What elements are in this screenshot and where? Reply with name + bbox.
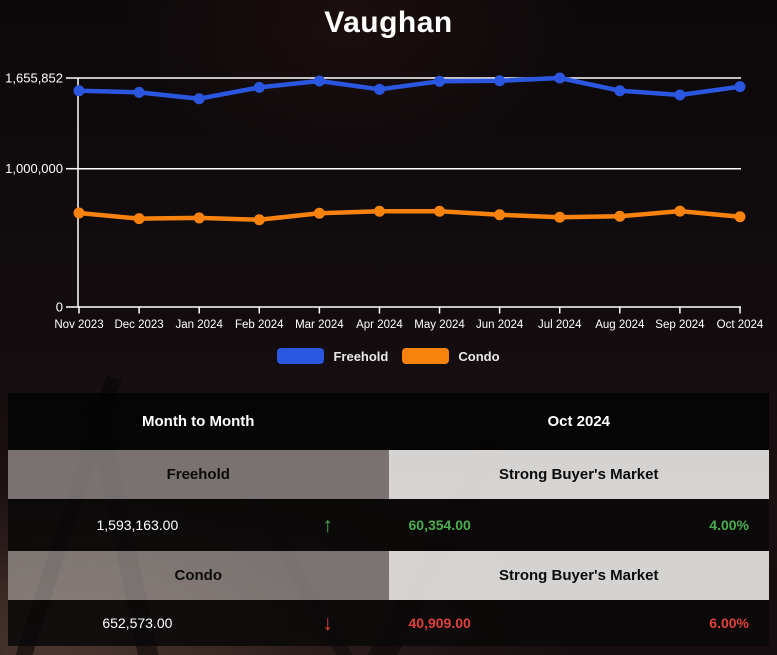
market-summary-table: Month to Month Oct 2024 Freehold Strong … — [8, 393, 769, 646]
point-freehold — [734, 81, 746, 93]
x-tick-label: Dec 2023 — [114, 319, 163, 331]
point-condo — [554, 211, 566, 223]
header-month-to-month: Month to Month — [142, 413, 255, 430]
point-condo — [494, 209, 506, 221]
page-title: Vaughan — [324, 6, 453, 39]
point-freehold — [674, 89, 686, 101]
freehold-data-row: 1,593,163.00 ↑ 60,354.00 4.00% — [8, 499, 769, 551]
legend-label: Condo — [458, 348, 500, 364]
point-condo — [373, 205, 385, 217]
legend-item-freehold[interactable]: Freehold — [277, 348, 388, 364]
x-tick-label: Sep 2024 — [655, 319, 705, 331]
point-condo — [253, 214, 265, 226]
condo-price: 652,573.00 — [102, 615, 173, 631]
legend-item-condo[interactable]: Condo — [402, 348, 500, 364]
point-freehold — [313, 75, 325, 87]
x-tick-label: Apr 2024 — [356, 319, 403, 331]
condo-label: Condo — [8, 551, 389, 600]
x-tick-label: Mar 2024 — [295, 319, 344, 331]
x-tick-label: Jun 2024 — [476, 319, 524, 331]
trend-up-icon: ↑ — [322, 513, 333, 537]
condo-change-amount: 40,909.00 — [408, 615, 471, 631]
point-condo — [734, 211, 746, 223]
condo-swatch — [402, 348, 450, 364]
point-freehold — [614, 85, 626, 97]
condo-market-status: Strong Buyer's Market — [388, 551, 769, 600]
point-condo — [313, 207, 325, 219]
point-condo — [614, 210, 626, 222]
condo-change-percent: 6.00% — [709, 615, 749, 631]
freehold-label: Freehold — [8, 450, 389, 499]
trend-down-icon: ↓ — [322, 611, 333, 635]
freehold-change-percent: 4.00% — [709, 517, 749, 533]
point-freehold — [434, 75, 446, 87]
point-condo — [674, 205, 686, 217]
x-tick-label: Nov 2023 — [54, 319, 103, 331]
x-tick-label: Jul 2024 — [538, 319, 582, 331]
point-condo — [73, 207, 85, 219]
line-series-condo — [76, 208, 743, 222]
chart-legend: Freehold Condo — [0, 346, 777, 366]
header-current-month: Oct 2024 — [547, 413, 611, 430]
point-freehold — [253, 81, 265, 93]
x-tick-label: May 2024 — [414, 319, 465, 331]
point-freehold — [494, 75, 506, 87]
point-freehold — [133, 86, 145, 98]
point-condo — [434, 205, 446, 217]
point-condo — [193, 212, 205, 224]
point-freehold — [73, 85, 85, 97]
freehold-change-amount: 60,354.00 — [408, 517, 471, 533]
price-trend-chart: 0 1,000,000 1,655,852 Nov 2023 Dec 2023 Jan 2… — [5, 71, 764, 332]
condo-data-row: 652,573.00 ↓ 40,909.00 6.00% — [8, 600, 769, 646]
table-header-row: Month to Month Oct 2024 — [8, 393, 769, 450]
freehold-label-row: Freehold Strong Buyer's Market — [8, 450, 769, 499]
freehold-price: 1,593,163.00 — [96, 517, 179, 533]
freehold-market-status: Strong Buyer's Market — [388, 450, 769, 499]
point-freehold — [373, 83, 385, 95]
x-tick-label: Feb 2024 — [235, 319, 284, 331]
x-tick-label: Aug 2024 — [595, 319, 645, 331]
legend-label: Freehold — [333, 348, 389, 364]
x-tick-label: Jan 2024 — [176, 319, 224, 331]
condo-label-row: Condo Strong Buyer's Market — [8, 551, 769, 600]
y-tick-label: 0 — [56, 300, 63, 315]
x-tick-label: Oct 2024 — [717, 319, 764, 331]
point-condo — [133, 213, 145, 225]
y-tick-label: 1,000,000 — [5, 161, 63, 176]
y-tick-label: 1,655,852 — [5, 71, 63, 86]
line-series-freehold — [76, 75, 743, 101]
freehold-swatch — [277, 348, 325, 364]
point-freehold — [554, 72, 566, 84]
point-freehold — [193, 93, 205, 105]
